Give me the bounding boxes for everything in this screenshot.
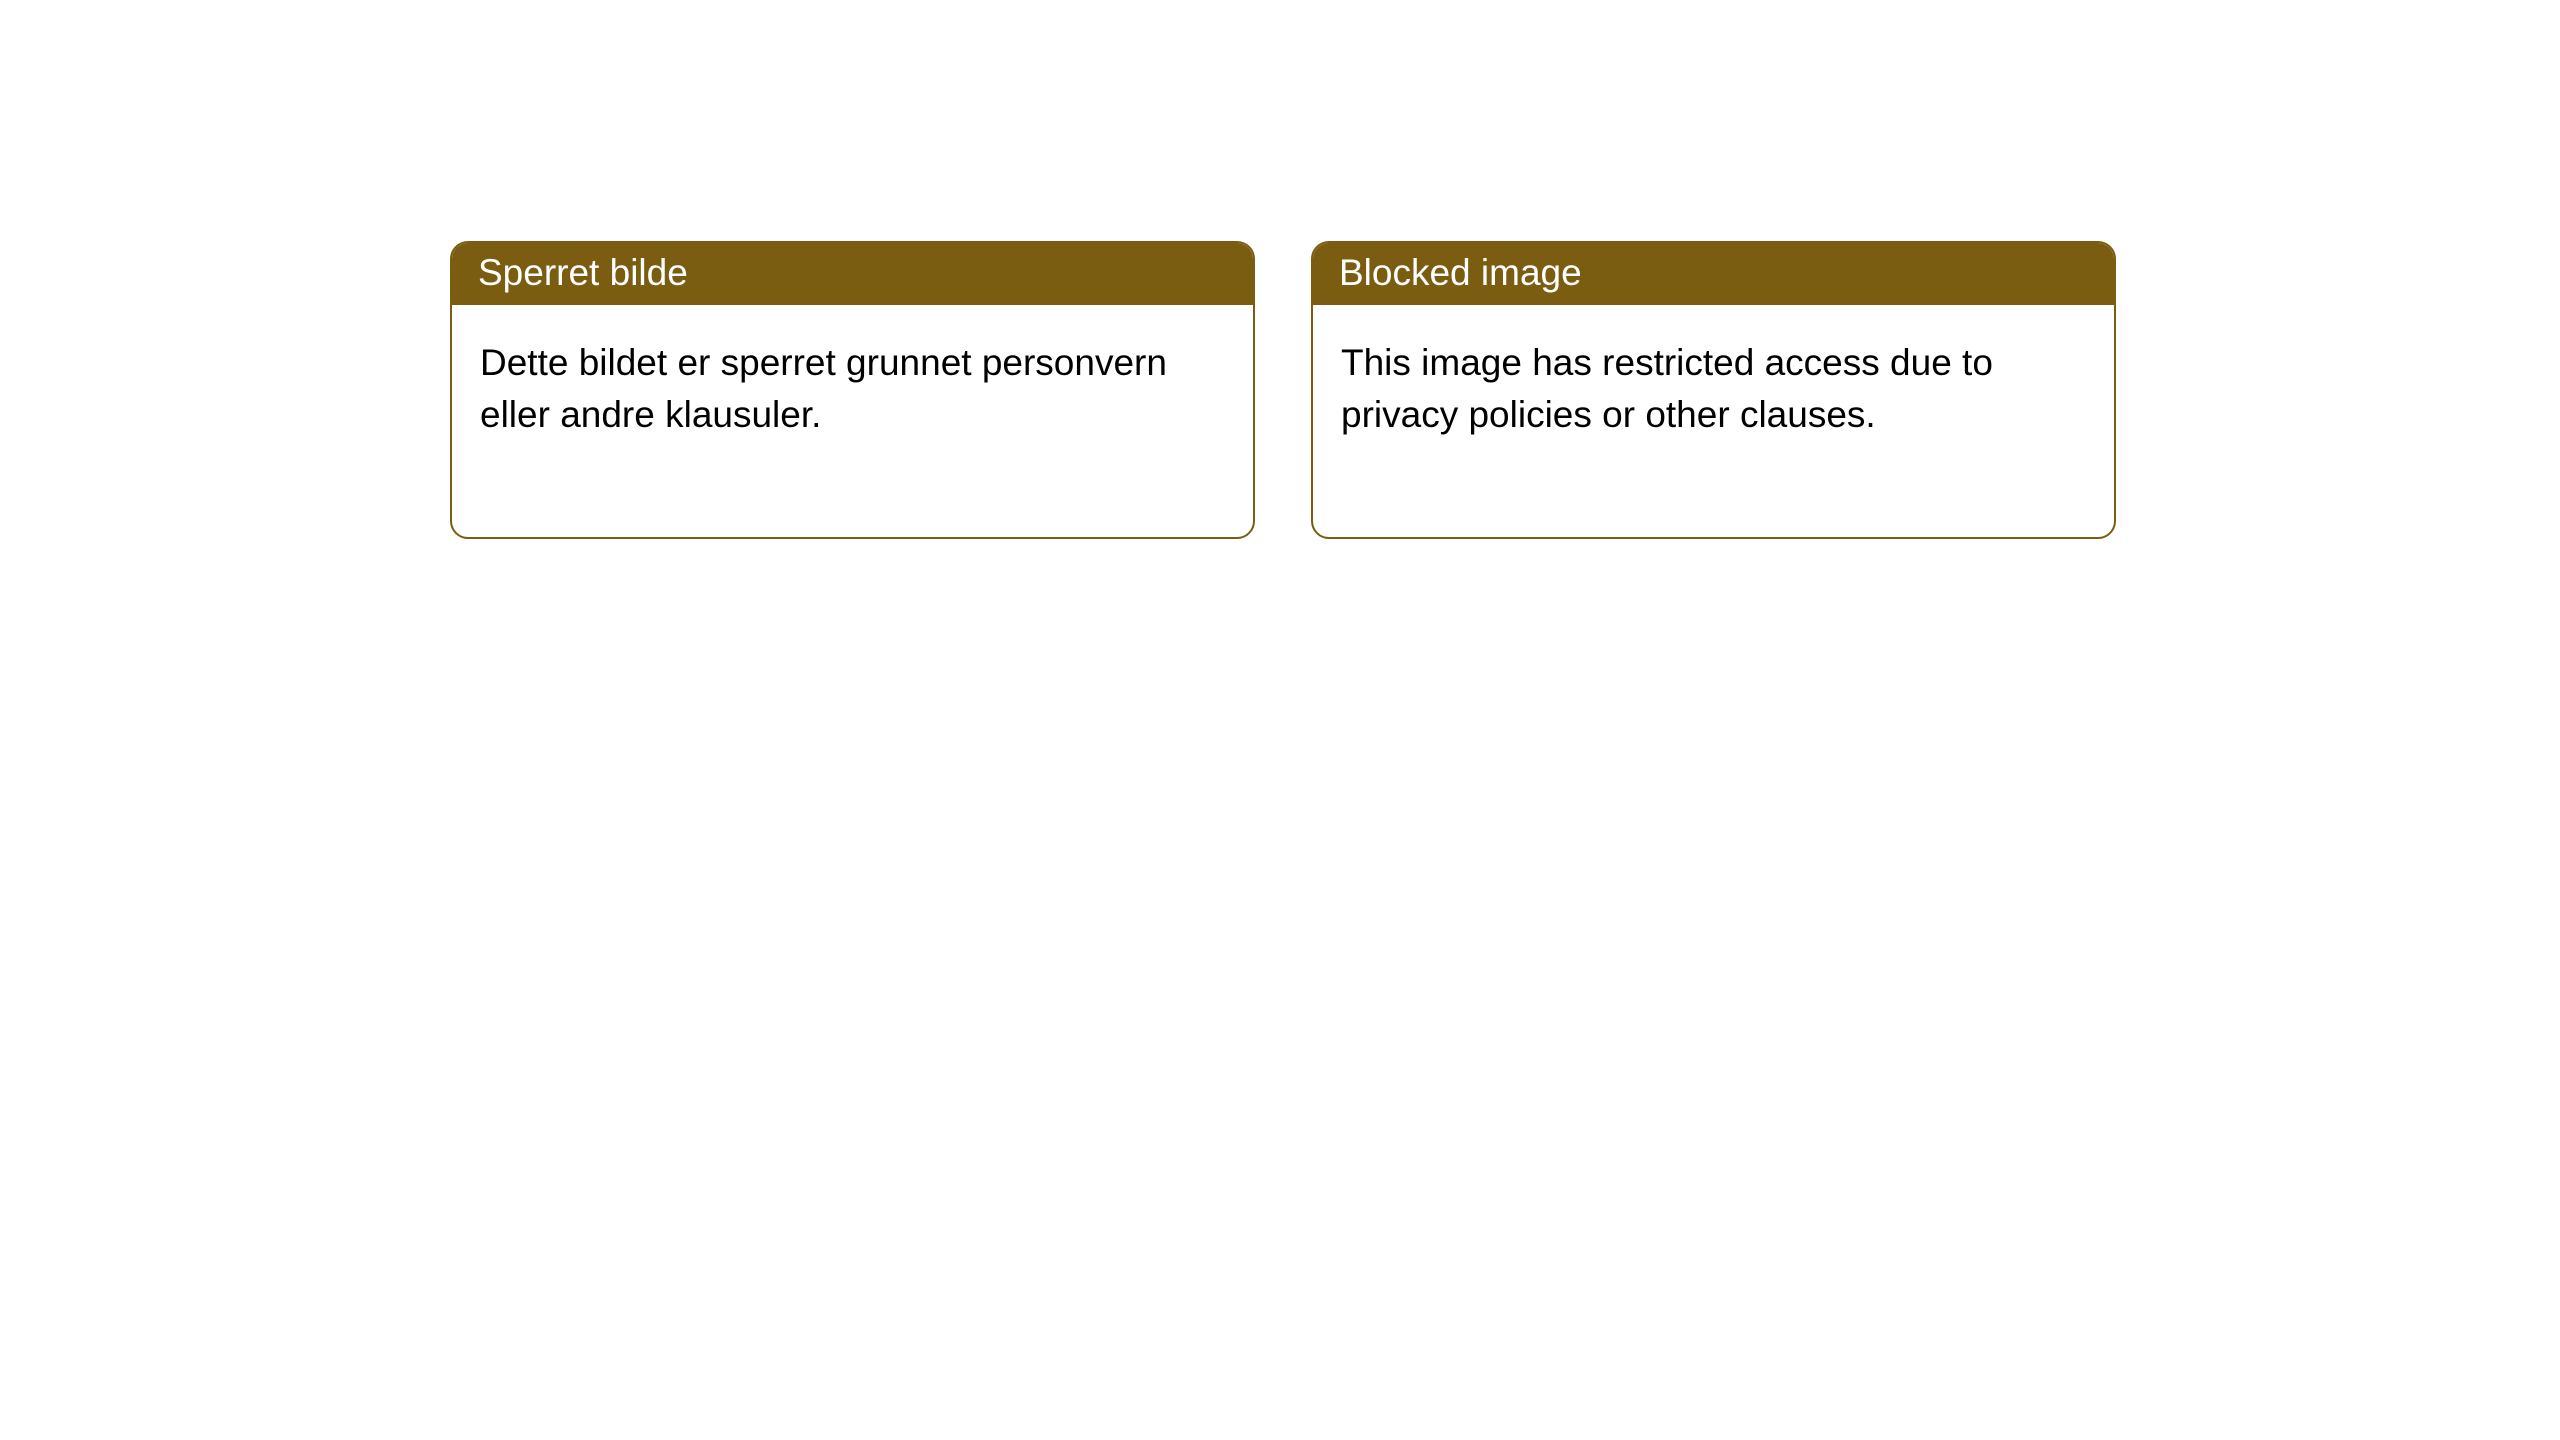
- notice-card-norwegian: Sperret bilde Dette bildet er sperret gr…: [450, 241, 1255, 539]
- notice-title: Sperret bilde: [452, 243, 1253, 305]
- notice-container: Sperret bilde Dette bildet er sperret gr…: [0, 0, 2560, 539]
- notice-card-english: Blocked image This image has restricted …: [1311, 241, 2116, 539]
- notice-message: This image has restricted access due to …: [1313, 305, 2114, 537]
- notice-message: Dette bildet er sperret grunnet personve…: [452, 305, 1253, 537]
- notice-title: Blocked image: [1313, 243, 2114, 305]
